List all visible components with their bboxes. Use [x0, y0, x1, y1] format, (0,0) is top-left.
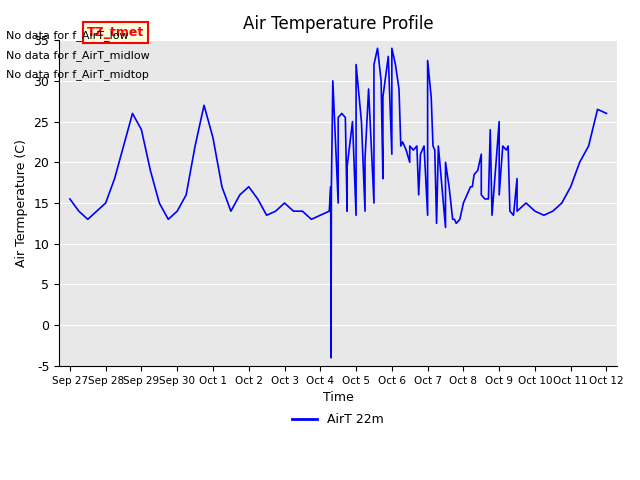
Text: No data for f_AirT_midlow: No data for f_AirT_midlow	[6, 49, 150, 60]
Y-axis label: Air Termperature (C): Air Termperature (C)	[15, 139, 28, 267]
Title: Air Temperature Profile: Air Temperature Profile	[243, 15, 433, 33]
Text: No data for f_AirT_low: No data for f_AirT_low	[6, 30, 129, 41]
Text: No data for f_AirT_midtop: No data for f_AirT_midtop	[6, 69, 149, 80]
Text: TZ_tmet: TZ_tmet	[87, 26, 144, 39]
X-axis label: Time: Time	[323, 391, 353, 404]
Legend: AirT 22m: AirT 22m	[287, 408, 389, 432]
